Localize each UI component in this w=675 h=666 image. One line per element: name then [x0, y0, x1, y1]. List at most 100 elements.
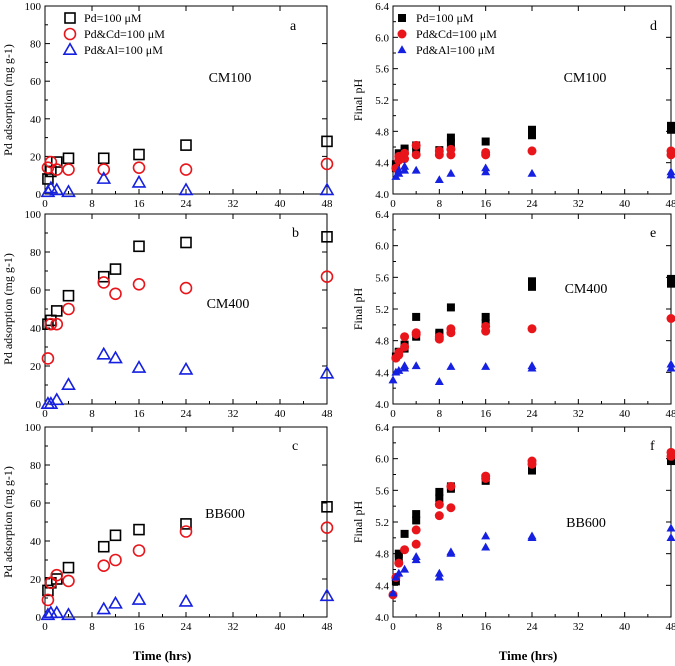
y-axis-title: Pd adsorption (mg g-1)	[1, 44, 15, 156]
data-point-pd	[481, 137, 490, 146]
y-tick-label: 6.4	[375, 1, 389, 13]
data-point-pdal	[49, 392, 65, 406]
y-tick-label: 4.4	[375, 580, 389, 592]
data-point-pdal	[400, 361, 410, 370]
data-point-pd	[45, 165, 57, 178]
y-tick-label: 6.0	[375, 241, 389, 253]
x-tick-label: 48	[322, 198, 334, 210]
x-tick-label: 24	[181, 198, 193, 210]
data-point-pdcd	[400, 332, 410, 342]
y-tick-label: 6.4	[375, 422, 389, 434]
y-axis-title: Pd adsorption (mg g-1)	[1, 466, 15, 578]
legend-label-pd: Pd=100 μM	[84, 11, 142, 25]
data-point-pdal	[481, 362, 491, 370]
data-point-pdcd	[666, 447, 675, 457]
data-point-pd	[180, 518, 192, 530]
data-point-pdal	[108, 595, 123, 609]
sample-label: CM100	[209, 71, 252, 86]
data-point-pdcd	[97, 163, 111, 176]
data-point-pdcd	[527, 324, 537, 334]
y-tick-label: 4.0	[375, 189, 389, 201]
data-point-pdcd	[400, 545, 410, 555]
x-axis-title-right: Time (hrs)	[499, 648, 558, 663]
data-point-pd	[97, 152, 110, 165]
legend-label-pd: Pd=100 μM	[416, 11, 474, 25]
y-tick-label: 100	[25, 1, 42, 13]
y-tick-label: 80	[30, 39, 42, 51]
x-tick-label: 16	[480, 198, 492, 210]
data-point-pd	[528, 125, 536, 134]
y-tick-label: 20	[30, 361, 42, 373]
y-tick-label: 4.0	[375, 399, 389, 411]
data-point-pdal	[394, 366, 404, 374]
x-tick-label: 32	[573, 408, 584, 420]
data-point-pdcd	[179, 281, 193, 295]
x-tick-label: 0	[42, 408, 48, 420]
data-point-pd	[667, 274, 675, 283]
data-point-pd	[667, 457, 675, 466]
data-point-pdcd	[109, 553, 122, 567]
data-point-pd	[321, 500, 333, 513]
panel-a: 0 8 16 24 32 40 48 0 20 40 60 80 100 Pd adsorption (m…	[1, 1, 335, 210]
data-point-pdal	[400, 161, 410, 170]
y-tick-label: 0	[36, 612, 42, 624]
x-tick-label: 8	[437, 621, 443, 633]
x-tick-label: 24	[527, 198, 539, 210]
x-tick-label: 40	[275, 408, 287, 420]
data-point-pdal	[666, 359, 675, 368]
legend-label-pdcd: Pd&Cd=100 μM	[84, 27, 165, 41]
data-point-pd	[481, 312, 490, 321]
y-tick-label: 5.2	[375, 95, 389, 107]
data-point-pdal	[40, 607, 56, 621]
data-point-pd	[133, 148, 145, 161]
data-point-pdcd	[411, 328, 421, 338]
data-point-pdal	[319, 365, 335, 379]
y-tick-label: 5.6	[375, 64, 389, 76]
data-point-pdal	[319, 182, 335, 196]
data-point-pdal	[666, 523, 675, 532]
data-point-pdcd	[481, 321, 491, 331]
data-point-pdal	[61, 607, 76, 621]
data-point-pd	[667, 279, 675, 288]
sample-label: BB600	[566, 516, 606, 531]
x-tick-label: 8	[89, 621, 95, 633]
x-tick-label: 0	[42, 621, 48, 633]
x-tick-label: 48	[666, 621, 675, 633]
y-tick-label: 20	[30, 574, 42, 586]
sample-label: BB600	[205, 507, 245, 522]
x-tick-label: 32	[573, 621, 584, 633]
data-point-pd	[50, 156, 63, 168]
legend-marker-pdal	[397, 45, 407, 54]
x-tick-label: 24	[527, 621, 539, 633]
data-point-pd	[412, 516, 421, 525]
legend-marker-pdcd	[397, 29, 407, 39]
plot-frame	[44, 213, 328, 405]
panel-letter: f	[650, 439, 655, 454]
sample-label: CM100	[564, 71, 607, 86]
data-point-pdcd	[411, 539, 421, 549]
data-point-pdcd	[320, 157, 334, 171]
data-point-pdcd	[446, 503, 456, 513]
y-tick-label: 4.8	[375, 126, 389, 138]
legend-label-pdal: Pd&Al=100 μM	[84, 43, 163, 57]
data-point-pdcd	[394, 348, 404, 358]
data-point-pdal	[666, 167, 675, 176]
y-tick-label: 60	[30, 76, 42, 88]
x-tick-label: 48	[322, 621, 334, 633]
y-tick-label: 60	[30, 285, 42, 297]
data-point-pd	[109, 529, 122, 542]
data-point-pdal	[434, 377, 444, 385]
panel-f: 0 8 16 24 32 40 48 4.0 4.4 4.8 5.2 5.6 6.0 6.4 Final p…	[351, 422, 675, 633]
data-point-pdcd	[527, 146, 537, 156]
data-point-pdcd	[666, 146, 675, 156]
data-point-pd	[180, 236, 192, 249]
data-point-pdal	[388, 588, 398, 597]
y-axis-title: Final pH	[351, 79, 365, 122]
data-point-pdal	[411, 361, 421, 370]
legend-marker-pd	[398, 14, 406, 22]
data-point-pdal	[434, 175, 444, 184]
data-point-pd	[400, 144, 409, 153]
x-tick-label: 48	[322, 408, 334, 420]
y-tick-label: 4.4	[375, 158, 389, 170]
